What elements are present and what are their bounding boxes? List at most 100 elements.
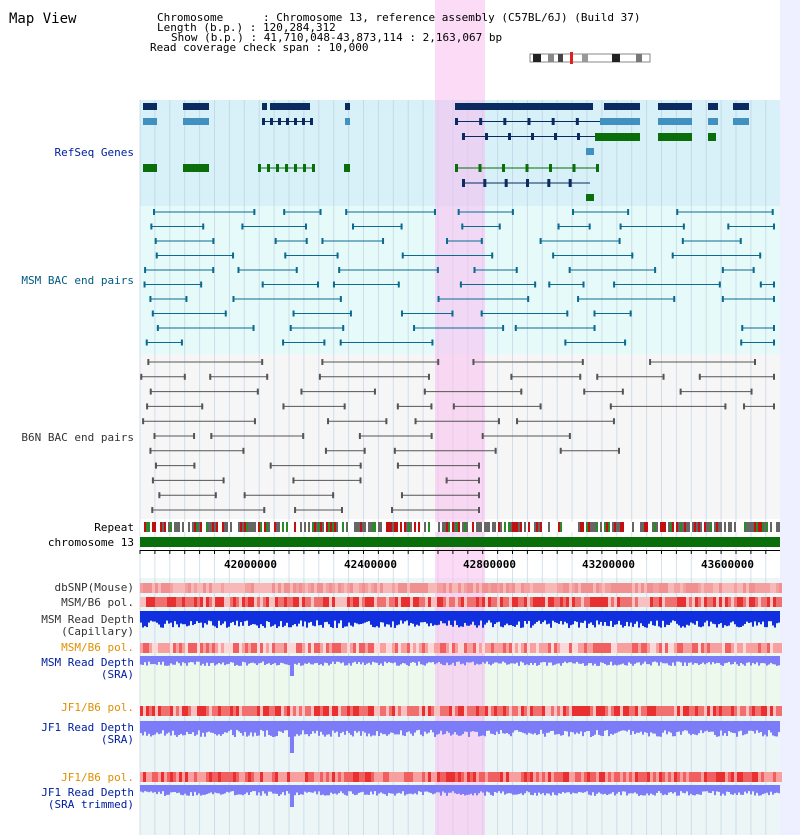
jf1-b6-pol-strip [518, 772, 521, 782]
dbsnp-strip [158, 583, 161, 593]
msm-read-depth-sra-bar [754, 656, 756, 665]
repeat-mark [342, 522, 344, 532]
jf1-b6-pol-strip [704, 706, 707, 716]
jf1-b6-pol-strip [590, 772, 593, 782]
msm-read-depth-sra-bar [766, 656, 768, 666]
repeat-mark [524, 522, 526, 532]
jf1-read-depth-sra-bar [154, 721, 156, 735]
jf1-read-depth-sra-bar [546, 721, 548, 733]
jf1-b6-pol-strip [686, 772, 689, 782]
msm-b6-pol-strip [176, 597, 179, 607]
jf1-b6-pol-strip [203, 706, 206, 716]
repeat-mark [420, 522, 422, 532]
msm-read-depth-sra-bar [598, 656, 600, 666]
dbsnp-strip [677, 583, 680, 593]
dbsnp-strip [590, 583, 593, 593]
msm-read-depth-sra-bar [592, 656, 594, 666]
jf1-read-depth-trimmed-bar [562, 785, 564, 792]
jf1-read-depth-sra-bar [682, 721, 684, 732]
msm-read-depth-sra-bar [584, 656, 586, 666]
msm-read-depth-capillary-bar [330, 611, 332, 628]
jf1-b6-pol-strip [470, 772, 473, 782]
msm-read-depth-capillary-bar [174, 611, 176, 622]
msm-read-depth-capillary-bar [676, 611, 678, 624]
gene-block [143, 118, 157, 125]
jf1-b6-pol-strip [173, 772, 176, 782]
jf1-read-depth-sra-bar [560, 721, 562, 736]
jf1-read-depth-trimmed-bar [544, 785, 546, 796]
msm-b6-pol-strip [716, 597, 719, 607]
msm-read-depth-capillary-bar [464, 611, 466, 623]
gene-block [270, 103, 310, 110]
msm-bac-end [718, 281, 721, 288]
jf1-read-depth-sra-bar [510, 721, 512, 737]
jf1-read-depth-trimmed-bar [714, 785, 716, 796]
msm-read-depth-sra-bar [662, 656, 664, 664]
repeat-mark [776, 522, 778, 532]
dbsnp-strip [737, 583, 740, 593]
msm-read-depth-sra-bar [742, 656, 744, 665]
msm-read-depth-sra-bar [502, 656, 504, 662]
jf1-b6-pol-strip [614, 772, 617, 782]
jf1-read-depth-sra-bar [240, 721, 242, 734]
jf1-b6-pol-strip [269, 772, 272, 782]
repeat-mark [458, 522, 460, 532]
jf1-read-depth-trimmed-bar [550, 785, 552, 796]
b6n-bac-end [516, 418, 519, 425]
msm-read-depth-sra-bar [542, 656, 544, 663]
msm-bac-end [382, 238, 385, 244]
jf1-b6-pol-strip [734, 706, 737, 716]
jf1-read-depth-sra-bar [200, 721, 202, 737]
jf1-read-depth-trimmed-bar [448, 785, 450, 793]
b6n-bac-end [396, 403, 399, 410]
msm-read-depth-capillary-bar [410, 611, 412, 623]
jf1-read-depth-sra-bar [476, 721, 478, 732]
msm-b6-pol-strip [317, 643, 320, 653]
jf1-read-depth-trimmed-bar [760, 785, 762, 796]
jf1-read-depth-sra-bar [356, 721, 358, 733]
msm-b6-pol-strip [605, 597, 608, 607]
msm-read-depth-sra-bar [380, 656, 382, 664]
jf1-read-depth-trimmed-bar [300, 785, 302, 795]
jf1-read-depth-sra-bar [374, 721, 376, 736]
msm-read-depth-sra-bar [628, 656, 630, 663]
jf1-read-depth-trimmed-bar [314, 785, 316, 792]
jf1-b6-pol-strip [380, 706, 383, 716]
msm-b6-pol-strip [740, 643, 743, 653]
length-info: Length (b.p.) : 120,284,312 [157, 21, 336, 34]
jf1-read-depth-trimmed-bar [428, 785, 430, 793]
msm-b6-pol-strip [551, 597, 554, 607]
msm-read-depth-sra-bar [198, 656, 200, 662]
msm-b6-pol-strip [323, 643, 326, 653]
msm-b6-pol-strip [407, 643, 410, 653]
ideogram-band [548, 54, 554, 62]
repeat-mark [438, 522, 440, 532]
jf1-b6-pol-strip [764, 772, 767, 782]
b6n-bac-end [581, 359, 584, 365]
b6n-bac-end [210, 433, 213, 439]
msm-b6-pol-strip [140, 597, 143, 607]
jf1-read-depth-trimmed-bar [740, 785, 742, 795]
msm-bac-end [480, 310, 483, 317]
msm-read-depth-sra-bar [632, 656, 634, 666]
gene-block [708, 133, 716, 141]
jf1-read-depth-sra-bar [214, 721, 216, 735]
jf1-read-depth-trimmed-bar [354, 785, 356, 796]
msm-b6-pol-strip [506, 597, 509, 607]
jf1-read-depth-trimmed-bar [660, 785, 662, 794]
dbsnp-strip [512, 583, 515, 593]
msm-read-depth-capillary-bar [316, 611, 318, 621]
msm-read-depth-sra-bar [550, 656, 552, 663]
jf1-read-depth-trimmed-bar [700, 785, 702, 795]
jf1-b6-pol-strip [599, 772, 602, 782]
jf1-read-depth-sra-bar [644, 721, 646, 733]
repeat-mark [770, 522, 772, 532]
jf1-read-depth-sra-bar [608, 721, 610, 737]
b6n-bac-end [478, 477, 480, 484]
msm-b6-pol-strip [524, 643, 527, 653]
msm-bac-end [261, 281, 264, 288]
msm-bac-end [773, 223, 775, 230]
msm-read-depth-sra-bar [190, 656, 192, 663]
jf1-b6-pol-strip [728, 772, 731, 782]
